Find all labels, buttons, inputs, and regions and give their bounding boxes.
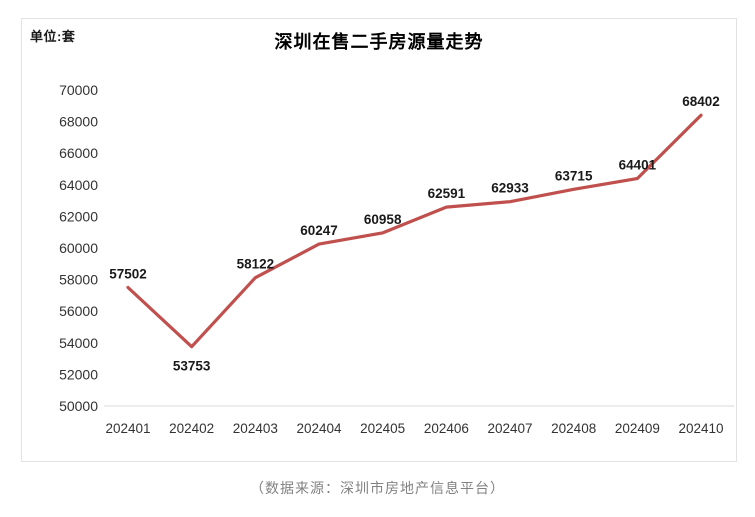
- y-tick-label: 66000: [59, 145, 98, 161]
- data-point-label: 62591: [428, 186, 466, 201]
- x-tick-label: 202404: [296, 421, 342, 436]
- line-chart: 50000 52000 54000 56000 58000 60000 62000 64000…: [59, 82, 734, 436]
- y-tick-label: 68000: [59, 114, 98, 130]
- y-tick-label: 50000: [59, 398, 98, 414]
- x-tick-label: 202408: [551, 421, 596, 436]
- data-source-note: （数据来源：深圳市房地产信息平台）: [250, 480, 505, 496]
- x-tick-label: 202409: [615, 421, 660, 436]
- y-tick-label: 60000: [59, 240, 98, 256]
- data-point-label: 63715: [555, 168, 593, 183]
- data-point-label: 57502: [109, 266, 147, 281]
- data-point-label: 60247: [300, 223, 338, 238]
- data-point-label: 64401: [619, 157, 657, 172]
- data-point-label: 53753: [173, 359, 211, 374]
- data-point-label: 60958: [364, 212, 402, 227]
- data-point-label: 58122: [237, 257, 275, 272]
- x-tick-label: 202406: [424, 421, 469, 436]
- x-tick-label: 202403: [233, 421, 278, 436]
- y-axis-unit-label: 单位:套: [30, 29, 76, 44]
- y-tick-label: 70000: [59, 82, 98, 98]
- y-tick-label: 64000: [59, 177, 98, 193]
- data-point-label: 62933: [491, 181, 529, 196]
- chart-panel: 单位:套 深圳在售二手房源量走势 50000 52000 54000 56000 580…: [21, 18, 737, 462]
- x-tick-label: 202402: [169, 421, 214, 436]
- x-tick-label: 202410: [678, 421, 723, 436]
- trend-line: [126, 113, 703, 349]
- y-tick-label: 56000: [59, 303, 98, 319]
- x-tick-label: 202401: [105, 421, 150, 436]
- y-tick-label: 52000: [59, 366, 98, 382]
- x-tick-label: 202405: [360, 421, 405, 436]
- data-point-label: 68402: [682, 94, 720, 109]
- y-tick-label: 62000: [59, 208, 98, 224]
- y-tick-label: 58000: [59, 272, 98, 288]
- chart-title: 深圳在售二手房源量走势: [274, 32, 484, 52]
- y-tick-label: 54000: [59, 335, 98, 351]
- x-tick-label: 202407: [487, 421, 532, 436]
